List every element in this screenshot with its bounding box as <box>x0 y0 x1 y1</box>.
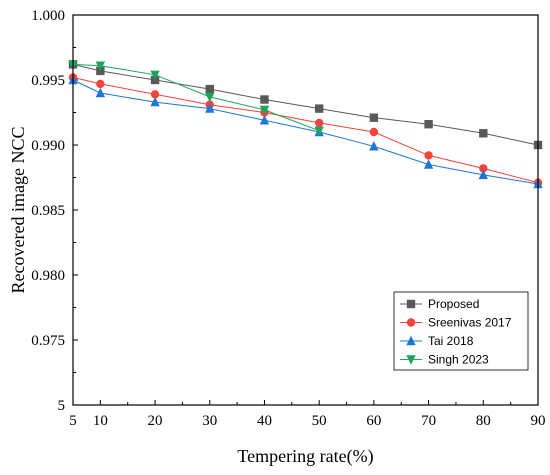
data-point <box>314 104 324 113</box>
data-point <box>479 129 488 138</box>
legend: Proposed Sreenivas 2017 Tai 2018 Singh 2023 <box>393 291 529 371</box>
series-line <box>72 63 539 146</box>
y-tick-label: 0.990 <box>31 138 65 154</box>
x-tick-label: 90 <box>531 413 546 429</box>
data-point <box>260 95 269 104</box>
y-tick-label: 0.975 <box>31 333 65 349</box>
data-point <box>259 105 270 116</box>
x-tick-label: 60 <box>366 413 381 429</box>
data-point <box>479 164 488 173</box>
data-point <box>205 103 215 113</box>
legend-marker <box>406 299 416 309</box>
x-tick-label: 70 <box>421 413 436 429</box>
series-line <box>72 79 539 185</box>
data-point <box>96 66 105 76</box>
data-point <box>96 79 105 89</box>
x-axis-label: Tempering rate(%) <box>237 446 373 467</box>
legend-marker <box>406 318 416 327</box>
data-point <box>314 126 324 136</box>
legend-label: Sreenivas 2017 <box>428 316 512 330</box>
legend-entry: Tai 2018 <box>400 334 474 348</box>
x-tick-label: 30 <box>202 413 217 429</box>
data-point <box>205 84 214 94</box>
data-point <box>150 70 160 80</box>
x-tick-label: 80 <box>476 413 491 429</box>
data-point <box>95 61 106 71</box>
data-point <box>150 96 160 107</box>
data-point <box>424 151 433 160</box>
series-lines <box>68 60 543 189</box>
data-point <box>150 90 160 99</box>
data-point <box>478 169 488 180</box>
legend-box <box>393 291 529 371</box>
x-tick-label: 5 <box>69 413 77 429</box>
legend-label: Tai 2018 <box>428 334 474 348</box>
axis-ticks: 5 10 20 30 40 50 60 70 80 90 1.000 0.995 0.990 0.985 0… <box>31 8 545 429</box>
data-point <box>369 141 379 151</box>
x-tick-label: 40 <box>257 413 272 429</box>
series-line <box>72 63 320 132</box>
legend-entry: Sreenivas 2017 <box>400 316 512 330</box>
y-tick-label: 0.980 <box>31 268 65 284</box>
series-sreenivas-2017 <box>68 73 543 187</box>
series-line <box>72 76 539 184</box>
series-proposed <box>68 60 543 150</box>
data-point <box>424 120 433 129</box>
y-tick-label: 5 <box>58 398 66 414</box>
y-tick-label: 1.000 <box>31 8 65 24</box>
data-point <box>205 92 215 103</box>
data-point <box>259 115 270 125</box>
data-point <box>369 127 379 137</box>
y-tick-label: 0.995 <box>31 73 65 89</box>
data-point <box>423 159 434 169</box>
y-axis-label: Recovered image NCC <box>8 127 28 294</box>
legend-label: Singh 2023 <box>428 353 489 367</box>
x-tick-label: 10 <box>93 413 108 429</box>
x-tick-label: 50 <box>312 413 327 429</box>
plot-frame <box>72 14 539 406</box>
legend-label: Proposed <box>428 297 479 311</box>
x-tick-label: 20 <box>148 413 163 429</box>
data-point <box>95 87 106 98</box>
legend-entry: Singh 2023 <box>400 353 489 367</box>
legend-entry: Proposed <box>400 297 479 311</box>
y-tick-label: 0.985 <box>31 203 65 219</box>
data-point <box>314 118 324 128</box>
legend-marker <box>406 355 416 365</box>
data-point <box>369 113 379 122</box>
legend-marker <box>406 335 416 346</box>
